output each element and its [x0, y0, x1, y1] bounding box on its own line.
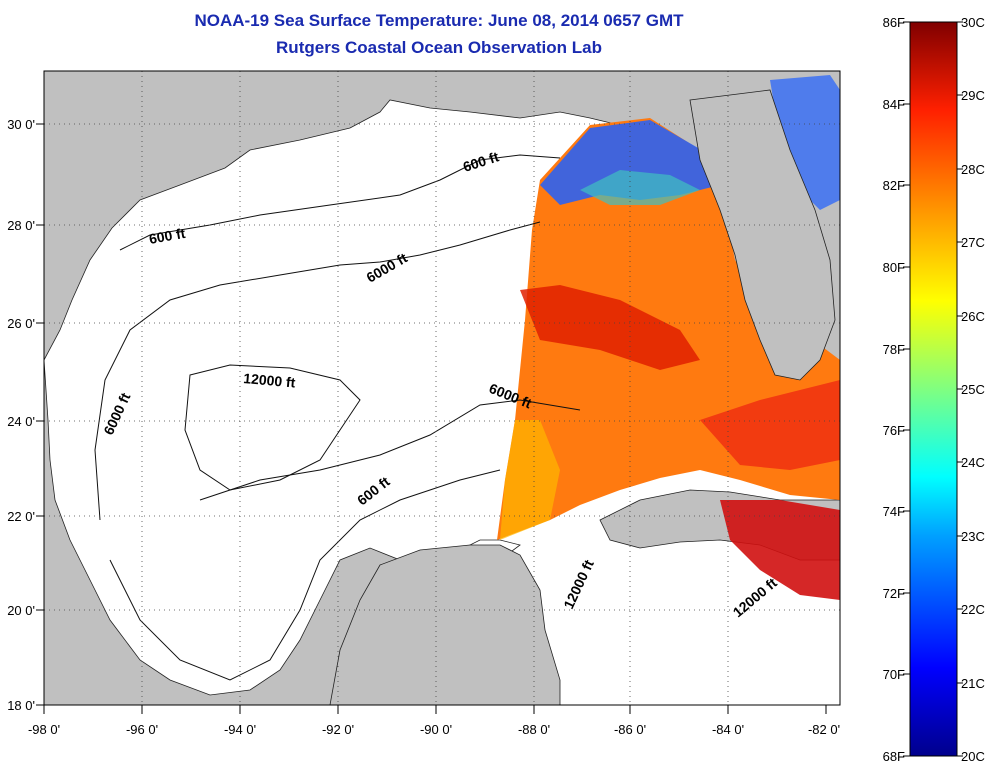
contour-12000ft: [184, 364, 361, 491]
yucatan-land: [329, 544, 561, 705]
colorbar-f-label: 78F: [883, 342, 905, 357]
colorbar-c-label: 21C: [961, 676, 985, 691]
sst-cyan-patch: [580, 170, 700, 205]
axis-ticks: [36, 123, 827, 714]
lat-label: 20 0': [7, 603, 35, 618]
lat-label: 22 0': [7, 509, 35, 524]
contour-600ft: [119, 154, 561, 251]
lat-label: 24 0': [7, 414, 35, 429]
contour-6000ft-south: [199, 399, 581, 501]
lon-label: -98 0': [28, 722, 60, 737]
map-frame: [43, 70, 841, 706]
lon-label: -90 0': [420, 722, 452, 737]
colorbar-f-label: 82F: [883, 178, 905, 193]
lat-label: 26 0': [7, 316, 35, 331]
colorbar-c-label: 29C: [961, 88, 985, 103]
contour-6000ft: [94, 221, 541, 521]
colorbar-c-label: 24C: [961, 455, 985, 470]
map-subtitle: Rutgers Coastal Ocean Observation Lab: [276, 38, 602, 57]
lon-label: -84 0': [712, 722, 744, 737]
lon-grid: [141, 71, 729, 705]
colorbar-f-label: 76F: [883, 423, 905, 438]
lat-label: 18 0': [7, 698, 35, 713]
colorbar-c-label: 28C: [961, 162, 985, 177]
colorbar-gradient: [909, 21, 958, 757]
colorbar-c-label: 27C: [961, 235, 985, 250]
colorbar-f-labels: 86F 84F 82F 80F 78F 76F 74F 72F 70F 68F: [883, 15, 905, 764]
colorbar-c-label: 20C: [961, 749, 985, 764]
colorbar-f-label: 72F: [883, 586, 905, 601]
lon-label: -86 0': [614, 722, 646, 737]
lat-label: 28 0': [7, 218, 35, 233]
latitude-labels: 18 0' 20 0' 22 0' 24 0' 26 0' 28 0' 30 0…: [7, 117, 35, 713]
colorbar-c-label: 23C: [961, 529, 985, 544]
sst-loop-current: [700, 380, 840, 470]
map-area: 600 ft 600 ft 600 ft 6000 ft 6000 ft 600…: [44, 71, 840, 705]
lat-label: 30 0': [7, 117, 35, 132]
colorbar-c-label: 26C: [961, 309, 985, 324]
lon-label: -96 0': [126, 722, 158, 737]
lon-label: -82 0': [808, 722, 840, 737]
colorbar-c-label: 22C: [961, 602, 985, 617]
contour-label: 12000 ft: [243, 370, 297, 391]
lon-label: -92 0': [322, 722, 354, 737]
colorbar-f-label: 70F: [883, 667, 905, 682]
colorbar-c-labels: 30C 29C 28C 27C 26C 25C 24C 23C 22C 21C …: [961, 15, 985, 764]
colorbar-c-label: 25C: [961, 382, 985, 397]
colorbar-c-label: 30C: [961, 15, 985, 30]
colorbar-f-label: 68F: [883, 749, 905, 764]
colorbar-f-label: 74F: [883, 504, 905, 519]
sst-caribbean: [720, 500, 840, 600]
sst-atlantic-strip: [770, 75, 840, 210]
longitude-labels: -98 0' -96 0' -94 0' -92 0' -90 0' -88 0…: [28, 722, 840, 737]
contour-label: 600 ft: [148, 225, 187, 247]
map-title: NOAA-19 Sea Surface Temperature: June 08…: [194, 11, 684, 30]
colorbar: 86F 84F 82F 80F 78F 76F 74F 72F 70F 68F …: [883, 15, 985, 764]
sst-west-edge: [500, 420, 560, 540]
lon-label: -88 0': [518, 722, 550, 737]
colorbar-ticks: [903, 21, 963, 757]
colorbar-f-label: 80F: [883, 260, 905, 275]
lon-label: -94 0': [224, 722, 256, 737]
colorbar-f-label: 84F: [883, 97, 905, 112]
sst-hot-region: [520, 285, 700, 370]
colorbar-f-label: 86F: [883, 15, 905, 30]
